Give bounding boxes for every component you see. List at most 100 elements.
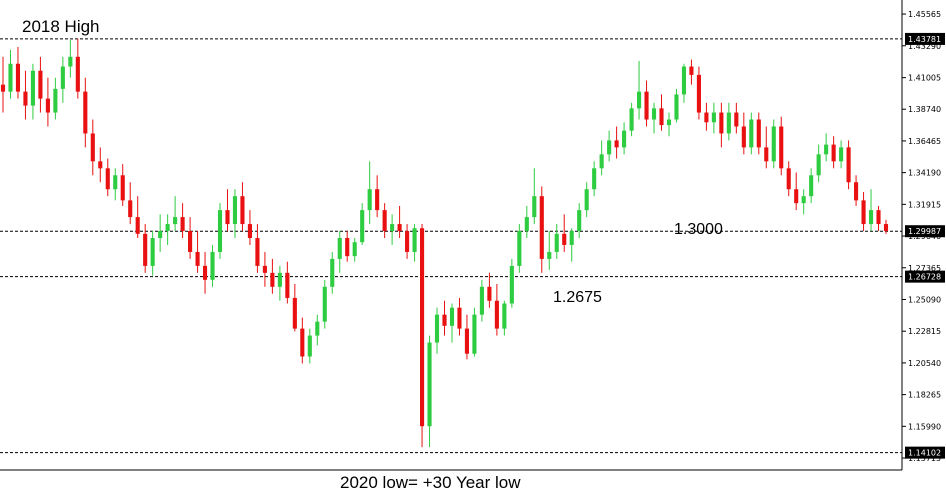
candle-body-down	[23, 91, 28, 106]
price-tick-label: 1.34190	[908, 169, 941, 178]
candle-body-up	[330, 258, 335, 287]
candle-body-up	[651, 108, 657, 120]
annotation-1-2675: 1.2675	[553, 289, 602, 306]
candle-body-up	[809, 175, 814, 197]
level-tag-label: 1.14102	[908, 449, 941, 458]
candle-body-up	[53, 88, 58, 113]
candle-body-up	[150, 238, 155, 266]
candle-body-up	[322, 286, 327, 322]
price-tick-label: 1.15990	[908, 422, 941, 431]
candle-body-down	[764, 147, 769, 162]
annotation-2018-high: 2018 High	[22, 17, 100, 36]
candle-body-down	[292, 297, 297, 329]
level-tag-label: 1.26728	[908, 273, 941, 282]
candle-body-down	[262, 265, 267, 273]
candle-body-down	[382, 210, 387, 232]
candle-body-up	[232, 196, 238, 225]
candle-body-down	[854, 182, 859, 201]
candle-body-up	[173, 217, 178, 225]
candle-body-up	[681, 66, 687, 95]
candle-body-down	[135, 217, 140, 234]
candle-body-up	[337, 238, 342, 259]
price-tick-label: 1.31915	[908, 200, 941, 209]
candle-body-up	[165, 224, 170, 232]
price-tick-label: 1.20540	[908, 359, 941, 368]
plot-area	[0, 0, 902, 470]
candle-body-up	[801, 196, 806, 204]
level-tag	[905, 446, 945, 459]
candle-body-up	[68, 56, 73, 67]
candle-body-down	[83, 91, 88, 134]
candle-body-down	[128, 200, 133, 218]
candle-body-up	[307, 335, 312, 357]
candle-body-down	[876, 210, 881, 225]
candle-body-down	[487, 286, 492, 301]
candle-body-down	[464, 328, 470, 354]
candle-body-up	[449, 307, 455, 326]
candle-body-up	[472, 314, 477, 354]
candle-body-down	[285, 272, 290, 298]
candle-body-up	[607, 140, 612, 155]
candle-body-down	[270, 272, 275, 287]
candle-body-up	[315, 321, 320, 336]
candle-body-down	[861, 200, 866, 225]
candle-body-down	[457, 307, 462, 329]
candle-body-up	[726, 112, 731, 134]
candle-body-down	[689, 66, 694, 75]
candle-body-up	[427, 342, 432, 427]
level-tag	[905, 32, 945, 45]
candle-body-up	[771, 126, 776, 162]
candle-body-down	[90, 133, 95, 162]
price-tick-label: 1.43290	[908, 42, 941, 51]
price-tick-label: 1.45565	[908, 10, 941, 19]
candle-body-up	[599, 154, 604, 169]
candle-body-down	[756, 119, 761, 148]
candle-body-up	[824, 144, 829, 155]
candle-body-up	[577, 210, 582, 232]
candle-body-down	[614, 140, 619, 148]
candle-body-up	[158, 231, 163, 238]
price-tick-label: 1.38740	[908, 105, 941, 114]
candle-body-up	[360, 210, 365, 243]
candle-body-down	[741, 126, 746, 148]
candle-body-up	[637, 91, 642, 109]
price-tick-label: 1.36465	[908, 137, 941, 146]
candle-body-down	[75, 56, 80, 92]
candlestick-series	[0, 38, 889, 448]
candle-body-up	[674, 94, 679, 120]
candle-body-up	[367, 189, 372, 211]
candle-body-up	[749, 119, 754, 148]
candle-body-down	[644, 91, 649, 120]
candle-body-down	[794, 189, 799, 204]
candle-body-up	[113, 175, 118, 190]
price-tick-label: 1.22815	[908, 327, 941, 336]
candle-body-up	[434, 314, 440, 343]
candle-body-up	[502, 303, 507, 329]
candle-body-up	[666, 119, 672, 126]
candle-body-up	[524, 217, 529, 232]
candle-body-down	[704, 112, 709, 123]
candle-body-down	[405, 231, 410, 252]
candle-body-up	[517, 231, 522, 266]
level-tag	[905, 225, 945, 238]
candle-body-down	[419, 228, 425, 427]
candle-body-down	[15, 63, 21, 92]
level-tag-label: 1.43781	[908, 35, 941, 44]
candle-body-up	[532, 196, 537, 218]
price-tick-label: 1.18265	[908, 391, 941, 400]
candle-body-down	[562, 233, 567, 245]
candle-body-up	[839, 147, 844, 162]
candle-body-down	[786, 168, 791, 190]
candle-body-down	[45, 98, 50, 113]
candle-body-up	[622, 130, 627, 148]
candle-body-down	[247, 224, 252, 238]
candle-body-down	[195, 251, 200, 266]
candle-body-down	[0, 84, 6, 92]
candle-body-down	[188, 231, 193, 252]
annotation-2020-low: 2020 low= +30 Year low	[340, 473, 521, 492]
level-tag-label: 1.29987	[908, 227, 941, 236]
candle-body-up	[60, 66, 65, 89]
candle-body-down	[734, 112, 739, 127]
candle-body-up	[8, 63, 13, 92]
